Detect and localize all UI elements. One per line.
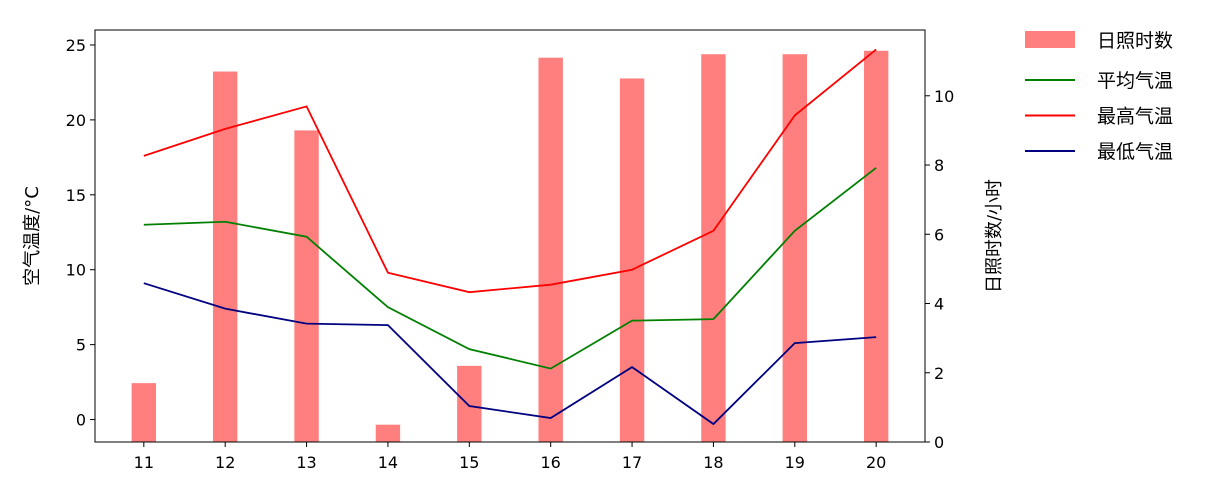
plot-frame xyxy=(94,29,926,443)
y-tick-label: 0 xyxy=(76,411,86,430)
y2-tick-label: 6 xyxy=(934,225,944,244)
legend-swatch-bar xyxy=(1025,31,1075,48)
lines xyxy=(143,48,877,426)
x-tick-label: 17 xyxy=(622,453,642,472)
y2-tick-label: 0 xyxy=(934,433,944,452)
legend-label: 日照时数 xyxy=(1097,30,1173,52)
bars xyxy=(131,50,889,443)
line-series-1 xyxy=(143,48,877,294)
y-tick-label: 20 xyxy=(66,111,86,130)
y2-axis-label: 日照时数/小时 xyxy=(984,179,1005,293)
x-tick-label: 14 xyxy=(378,453,398,472)
legend-label: 平均气温 xyxy=(1097,70,1173,92)
y-axis-right: 0 2 4 6 8 10 xyxy=(925,87,954,452)
x-tick-label: 12 xyxy=(215,453,235,472)
x-tick-label: 13 xyxy=(296,453,316,472)
bar-15 xyxy=(457,365,482,442)
x-tick-label: 20 xyxy=(866,453,886,472)
bar-13 xyxy=(294,130,319,442)
line-series-2 xyxy=(143,282,877,426)
line-series-0 xyxy=(143,167,877,370)
legend-label: 最高气温 xyxy=(1097,106,1173,128)
x-tick-label: 16 xyxy=(541,453,561,472)
bar-16 xyxy=(538,57,563,442)
x-axis: 11 12 13 14 15 16 17 18 19 20 xyxy=(134,442,886,472)
bar-11 xyxy=(131,383,157,442)
x-tick-label: 19 xyxy=(785,453,805,472)
y-tick-label: 25 xyxy=(66,36,86,55)
y-tick-label: 5 xyxy=(76,336,86,355)
y-axis-left: 0 5 10 15 20 25 xyxy=(66,36,95,430)
bar-14 xyxy=(375,424,401,442)
x-tick-label: 18 xyxy=(703,453,723,472)
x-tick-label: 15 xyxy=(459,453,479,472)
bar-12 xyxy=(212,71,238,443)
bar-18 xyxy=(701,54,726,443)
y-tick-label: 15 xyxy=(66,186,86,205)
y2-tick-label: 2 xyxy=(934,364,944,383)
legend-label: 最低气温 xyxy=(1097,141,1173,163)
y2-tick-label: 10 xyxy=(934,87,954,106)
bar-20 xyxy=(863,50,889,443)
bar-17 xyxy=(619,78,645,443)
y-tick-label: 10 xyxy=(66,261,86,280)
y-axis-label: 空气温度/°C xyxy=(22,186,43,286)
y2-tick-label: 8 xyxy=(934,156,944,175)
y2-tick-label: 4 xyxy=(934,295,944,314)
x-tick-label: 11 xyxy=(134,453,154,472)
bar-19 xyxy=(782,54,808,443)
